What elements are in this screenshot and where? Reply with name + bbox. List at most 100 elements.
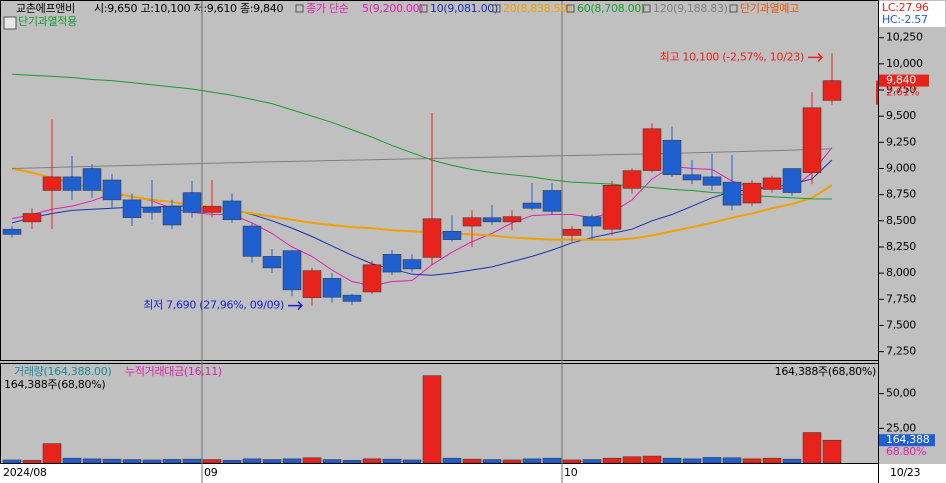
volume-bar (822, 439, 842, 464)
y-tick-label: 8,000 (886, 266, 916, 279)
status: 단기과열적용 (18, 15, 77, 28)
lc-label: LC:27.96 (882, 1, 929, 14)
volume-bar (182, 458, 202, 464)
legend-box (642, 4, 651, 13)
candle-body (622, 170, 642, 189)
volume-bar (162, 459, 182, 464)
volume-bar (782, 458, 802, 464)
volume-bar (522, 458, 542, 464)
cursor-date: 10/23 (890, 466, 921, 479)
x-tick-label: 2024/08 (3, 466, 47, 479)
volume-bar (2, 459, 22, 464)
volume-bar (82, 458, 102, 464)
volume-bar (342, 459, 362, 464)
volume-bar (582, 459, 602, 464)
legend-entry: 5(9,200.00) (362, 2, 423, 15)
volume-bar (102, 458, 122, 464)
volume-bar (122, 459, 142, 464)
volume-bar (562, 459, 582, 464)
volume-bar (682, 458, 702, 464)
y-tick-label: 10,250 (886, 31, 923, 44)
candle-body (762, 177, 782, 190)
candle-body (822, 80, 842, 101)
x-tick-label: 09 (204, 466, 218, 479)
candle-body (82, 168, 102, 191)
volume-bar (362, 458, 382, 464)
last-price-box (879, 74, 929, 87)
candle-body (682, 174, 702, 181)
volume-bar (702, 457, 722, 464)
volume-bar (302, 457, 322, 464)
volume-bar (262, 459, 282, 464)
candle-body (282, 250, 302, 291)
volume-bar (402, 459, 422, 464)
volume-bar (282, 458, 302, 464)
y-tick-label: 9,250 (886, 135, 916, 148)
candle-body (102, 179, 122, 201)
candle-body (362, 264, 382, 293)
candle-body (62, 176, 82, 191)
legend-box (295, 4, 304, 13)
volume-bar (422, 375, 442, 464)
lc-box (879, 1, 945, 27)
y-tick-label: 8,250 (886, 240, 916, 253)
cumulative-label: 누적거래대금(16,11) (125, 365, 222, 378)
volume-bar (222, 459, 242, 464)
volume-legend: 거래량(164,388.00) (14, 365, 111, 378)
volume-bar (602, 457, 622, 464)
stock-name: 교촌에프앤비 (16, 2, 75, 15)
candle-body (122, 199, 142, 218)
volume-bar (622, 456, 642, 464)
change-label: 2.61% (886, 86, 919, 99)
candle-body (502, 216, 522, 223)
legend-box (419, 4, 428, 13)
ohlc: 시:9,650 고:10,100 저:9,610 종:9,840 (94, 2, 283, 15)
volume-bar (42, 443, 62, 464)
candle-body (322, 278, 342, 298)
volume-bar (442, 457, 462, 464)
low-note: 최저 7,690 (27,96%, 09/09) (143, 299, 284, 312)
last-price-label: 9,840 (886, 74, 916, 87)
candle-body (162, 205, 182, 226)
ma-line (11, 148, 833, 169)
y-tick-label: 50,00 (886, 387, 916, 400)
candle-body (242, 225, 262, 257)
volume-bar (322, 459, 342, 464)
y-tick-label: 7,750 (886, 292, 916, 305)
volume-bar (722, 457, 742, 464)
candle-body (602, 184, 622, 230)
legend-box (492, 4, 501, 13)
candle-body (402, 259, 422, 270)
candle-body (222, 200, 242, 221)
candle-body (2, 228, 22, 235)
volume-bar (22, 459, 42, 464)
legend-box (566, 4, 575, 13)
legend-box (729, 4, 738, 13)
volume-bar (742, 458, 762, 464)
y-tick-label: 25,00 (886, 421, 916, 434)
ma-legend-label: 종가 단순 (306, 2, 349, 15)
candle-body (442, 231, 462, 240)
candle-body (22, 213, 42, 223)
y-tick-label: 9,500 (886, 109, 916, 122)
volume-bar (642, 455, 662, 464)
candle-body (142, 206, 162, 213)
candle-body (802, 107, 822, 173)
volume-bar (802, 432, 822, 464)
legend-entry: 10(9,081.00) (430, 2, 498, 15)
volume-bar (62, 457, 82, 464)
legend-entry: 20(8,838.50) (503, 2, 571, 15)
candle-body (182, 192, 202, 213)
settings-icon[interactable] (3, 16, 17, 30)
candle-body (462, 217, 482, 227)
left-note: 164,388주(68,80%) (4, 378, 105, 391)
volume-bar (462, 458, 482, 464)
candle-body (522, 202, 542, 209)
candle-body (342, 294, 362, 302)
last-volume-label: 164,388 (886, 433, 930, 446)
candle-body (582, 216, 602, 227)
candle-body (702, 176, 722, 186)
candle-body (382, 254, 402, 273)
x-tick-label: 10 (564, 466, 578, 479)
